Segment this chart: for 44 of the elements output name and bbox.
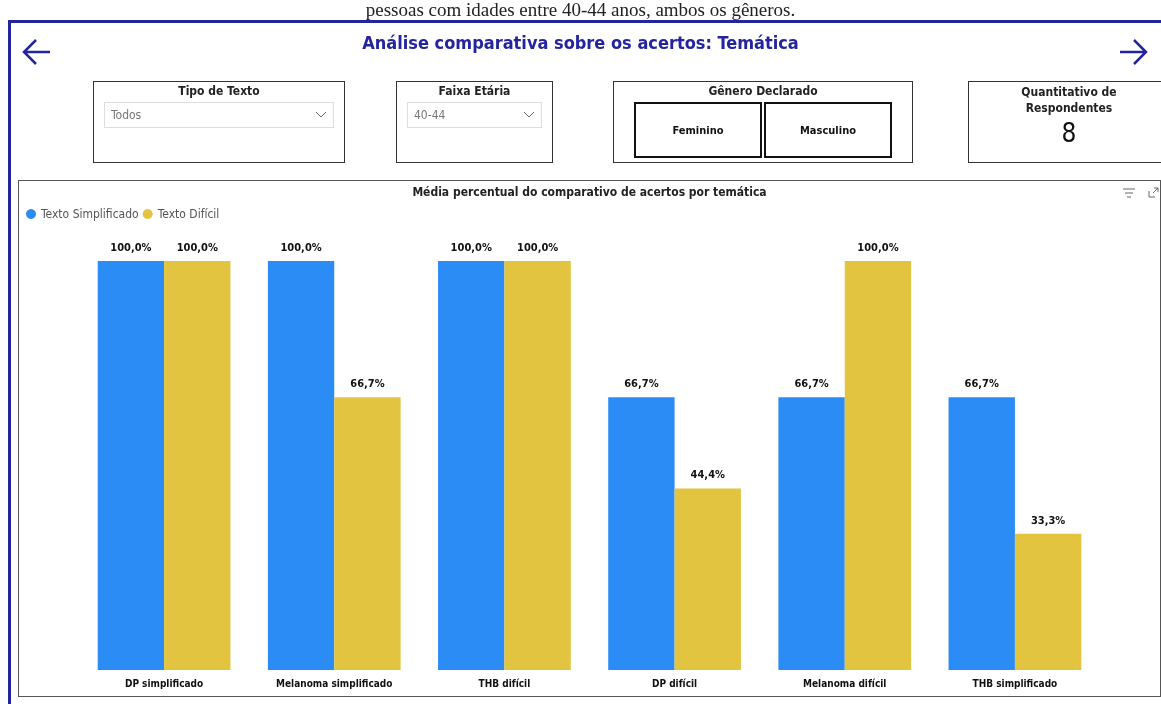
x-tick-label: DP difícil bbox=[651, 677, 698, 689]
data-label: 100,0% bbox=[450, 241, 492, 254]
text: Tipo de Texto bbox=[177, 84, 261, 98]
bar bbox=[504, 261, 571, 670]
data-label: 44,4% bbox=[690, 468, 726, 482]
text: Quantitativo de Respondentes bbox=[1020, 84, 1118, 116]
x-tick-label: Melanoma difícil bbox=[803, 677, 887, 689]
text: 40-44 bbox=[414, 108, 446, 122]
bar bbox=[1014, 533, 1082, 670]
x-tick-label: DP simplificado bbox=[124, 677, 204, 689]
bar bbox=[97, 261, 165, 670]
bar bbox=[267, 261, 335, 670]
chart-title: Média percentual do comparativo de acertos por temática bbox=[412, 185, 767, 199]
bar bbox=[438, 261, 505, 670]
bar bbox=[948, 397, 1015, 670]
data-label: 100,0% bbox=[280, 241, 322, 254]
bar bbox=[674, 488, 741, 670]
data-label: 66,7% bbox=[794, 377, 829, 391]
text: pessoas com idades entre 40-44 anos, ambos os gêneros. bbox=[364, 0, 797, 22]
bar bbox=[608, 397, 675, 670]
data-label: 100,0% bbox=[110, 241, 152, 254]
text: Gênero Declarado bbox=[707, 84, 819, 98]
legend-label: Texto Difícil bbox=[156, 207, 220, 221]
text: Feminino bbox=[634, 102, 762, 158]
data-label: 33,3% bbox=[1030, 513, 1066, 527]
text: 8 bbox=[1060, 118, 1078, 148]
data-label: 100,0% bbox=[176, 241, 218, 254]
bar bbox=[844, 261, 912, 670]
legend-label: Texto Simplificado bbox=[40, 207, 140, 221]
text: Masculino bbox=[764, 102, 892, 158]
text: Todos bbox=[111, 108, 142, 122]
x-tick-label: THB difícil bbox=[478, 677, 531, 689]
bar bbox=[164, 261, 231, 670]
bar bbox=[334, 397, 401, 670]
text: Faixa Etária bbox=[437, 84, 512, 98]
bar bbox=[778, 397, 845, 670]
data-label: 100,0% bbox=[516, 241, 559, 254]
x-tick-label: THB simplificado bbox=[972, 677, 1058, 689]
data-label: 66,7% bbox=[624, 377, 659, 391]
data-label: 100,0% bbox=[857, 241, 899, 254]
x-tick-label: Melanoma simplificado bbox=[276, 677, 393, 689]
data-label: 66,7% bbox=[964, 377, 999, 391]
text: Análise comparativa sobre os acertos: Temática bbox=[361, 32, 800, 53]
data-label: 66,7% bbox=[350, 377, 385, 391]
